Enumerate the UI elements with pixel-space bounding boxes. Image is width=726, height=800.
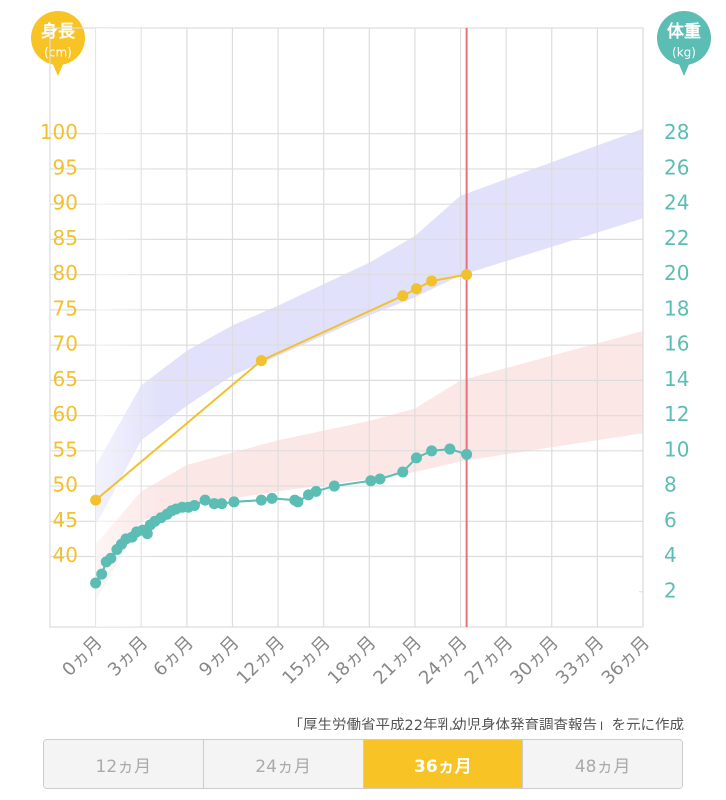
left-axis-title: 身長 (41, 21, 76, 42)
x-tick-label: 12ヵ月 (233, 632, 290, 689)
data-point (255, 355, 267, 367)
data-point (410, 283, 422, 295)
y2-tick-label: 28 (664, 120, 689, 144)
range-tab[interactable]: 36ヵ月 (363, 740, 524, 788)
data-point (365, 475, 377, 487)
x-tick-label: 0ヵ月 (58, 632, 106, 680)
data-point (397, 466, 409, 478)
x-tick-label: 24ヵ月 (415, 632, 472, 689)
y2-tick-label: 16 (664, 332, 689, 356)
data-point (141, 528, 153, 540)
data-point (228, 496, 240, 508)
x-tick-label: 30ヵ月 (506, 632, 563, 689)
left-axis-unit: (cm) (44, 46, 72, 60)
x-tick-label: 27ヵ月 (461, 632, 518, 689)
x-tick-label: 36ヵ月 (598, 632, 655, 689)
data-point (96, 568, 108, 580)
x-tick-label: 21ヵ月 (369, 632, 426, 689)
x-tick-label: 3ヵ月 (104, 632, 152, 680)
y-tick-label: 40 (53, 543, 78, 567)
y2-tick-label: 4 (664, 543, 677, 567)
y-tick-label: 60 (53, 402, 78, 426)
y-tick-label: 70 (53, 332, 78, 356)
range-tab[interactable]: 48ヵ月 (523, 740, 682, 788)
x-tick-label: 15ヵ月 (278, 632, 335, 689)
data-point (266, 492, 278, 504)
y2-tick-label: 14 (664, 367, 689, 391)
y2-tick-label: 2 (664, 578, 677, 602)
chart: 身長 (cm) 体重 (kg) 「厚生労働省平成22年乳幼児身体発育調査報告」を… (31, 11, 711, 730)
data-point (426, 445, 438, 457)
data-point (90, 494, 102, 506)
data-point (199, 494, 211, 506)
height-badge: 身長 (cm) (31, 11, 85, 76)
y2-tick-label: 24 (664, 191, 689, 215)
weight-badge: 体重 (kg) (657, 11, 711, 76)
badge-circle (657, 11, 711, 65)
range-tabs: 12ヵ月 24ヵ月 36ヵ月 48ヵ月 (43, 739, 683, 789)
badge-pointer (678, 62, 690, 76)
right-axis-title: 体重 (667, 21, 701, 42)
data-point (374, 473, 386, 485)
range-tab[interactable]: 24ヵ月 (203, 740, 364, 788)
y-tick-label: 90 (53, 191, 78, 215)
x-tick-label: 33ヵ月 (552, 632, 609, 689)
data-point (461, 269, 473, 281)
data-point (461, 448, 473, 460)
data-point (292, 496, 304, 508)
y2-tick-label: 8 (664, 473, 677, 497)
y-tick-label: 45 (53, 508, 78, 532)
y2-tick-label: 22 (664, 226, 689, 250)
y2-tick-label: 10 (664, 437, 689, 461)
series-line (94, 273, 467, 501)
y2-tick-label: 6 (664, 508, 677, 532)
y2-tick-label: 12 (664, 402, 689, 426)
data-point (410, 452, 422, 464)
band-fade (95, 28, 644, 627)
footer-note: 「厚生労働省平成22年乳幼児身体発育調査報告」を元に作成 (289, 717, 684, 730)
y2-tick-label: 20 (664, 261, 689, 285)
y2-tick-label: 26 (664, 155, 689, 179)
data-point (328, 480, 340, 492)
data-point (90, 577, 102, 589)
data-point (426, 275, 438, 287)
y-tick-label: 55 (53, 437, 78, 461)
range-tab[interactable]: 12ヵ月 (44, 740, 204, 788)
data-point (444, 443, 456, 455)
data-point (397, 290, 409, 302)
data-point (216, 498, 228, 510)
y-tick-label: 95 (53, 155, 78, 179)
y-tick-label: 65 (53, 367, 78, 391)
y-tick-label: 85 (53, 226, 78, 250)
data-point (188, 499, 200, 511)
y-tick-label: 80 (53, 261, 78, 285)
x-tick-label: 18ヵ月 (324, 632, 381, 689)
data-point (255, 494, 267, 506)
data-point (310, 485, 322, 497)
y2-tick-label: 18 (664, 296, 689, 320)
y-tick-label: 75 (53, 296, 78, 320)
right-axis-unit: (kg) (672, 46, 696, 60)
y-tick-label: 50 (53, 473, 78, 497)
y-tick-label: 100 (40, 120, 78, 144)
data-point (208, 498, 220, 510)
x-tick-label: 6ヵ月 (150, 632, 198, 680)
badge-circle (31, 11, 85, 65)
data-point (105, 552, 117, 564)
badge-pointer (52, 62, 64, 76)
